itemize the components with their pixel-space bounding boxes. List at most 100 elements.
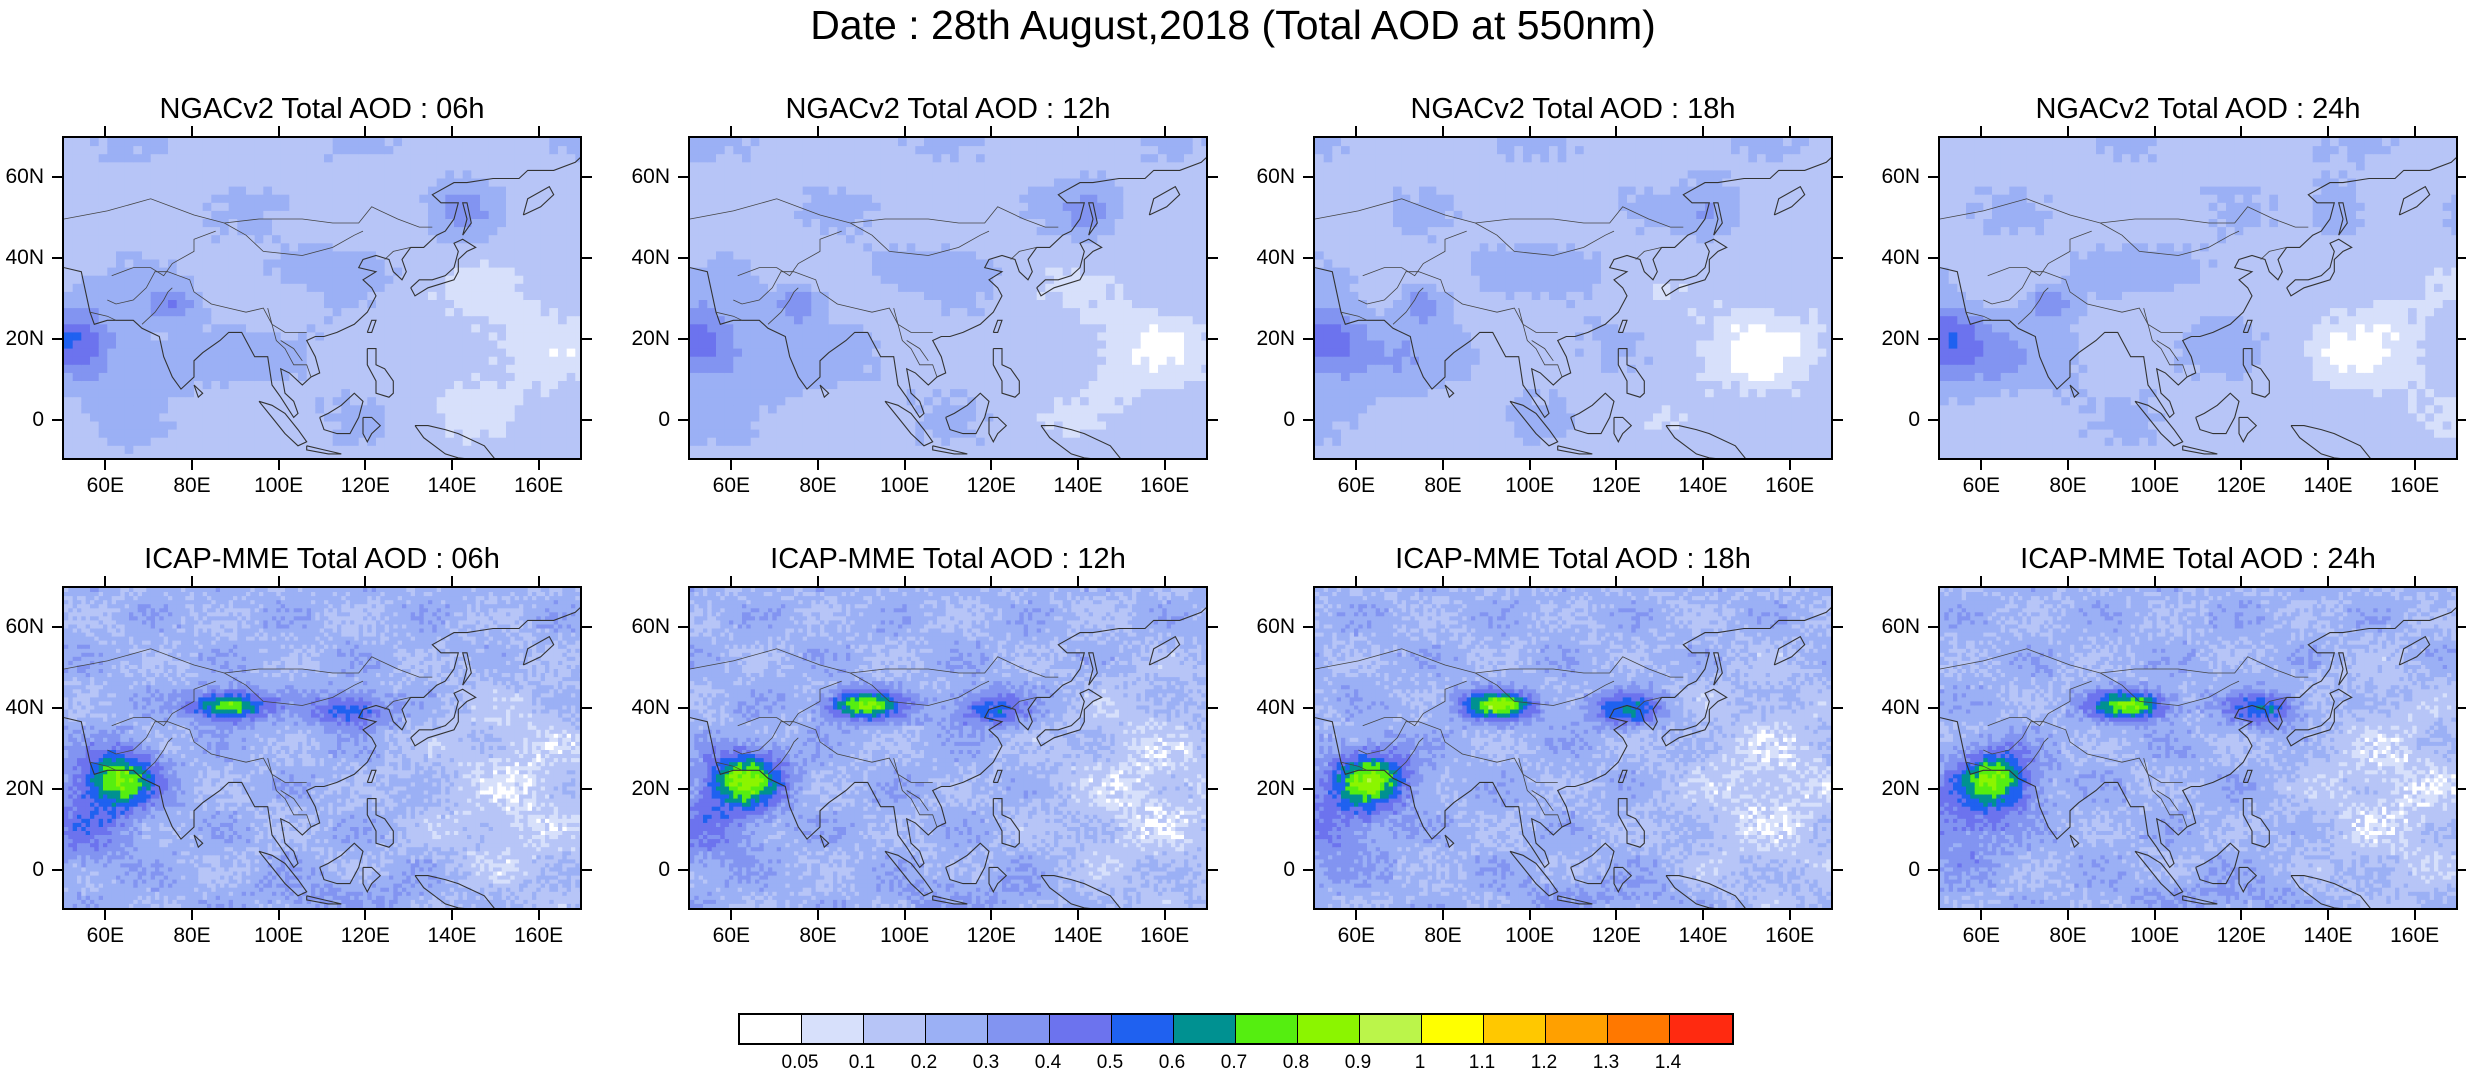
x-tick-label: 60E [1321, 474, 1391, 498]
panel-title: ICAP-MME Total AOD : 24h [1918, 542, 2466, 576]
x-tick-label: 100E [1495, 474, 1565, 498]
x-tick-mark [278, 460, 280, 470]
x-tick-mark [364, 460, 366, 470]
y-tick-label: 0 [1235, 408, 1295, 432]
y-tick-mark [1928, 176, 1938, 178]
figure-title: Date : 28th August,2018 (Total AOD at 55… [0, 2, 2466, 48]
x-tick-label: 100E [870, 924, 940, 948]
y-tick-mark [582, 176, 592, 178]
x-tick-mark [1355, 460, 1357, 470]
x-tick-mark [191, 910, 193, 920]
x-tick-mark [2240, 576, 2242, 586]
x-tick-label: 80E [783, 474, 853, 498]
y-tick-mark [678, 869, 688, 871]
colorbar-cell [740, 1015, 802, 1043]
y-tick-mark [1833, 707, 1843, 709]
x-tick-mark [2414, 910, 2416, 920]
x-tick-label: 160E [1130, 474, 1200, 498]
y-tick-mark [1208, 869, 1218, 871]
x-tick-mark [1615, 460, 1617, 470]
x-tick-mark [2154, 460, 2156, 470]
y-tick-label: 20N [0, 777, 44, 801]
x-tick-mark [1442, 126, 1444, 136]
x-tick-mark [451, 576, 453, 586]
x-tick-mark [1164, 910, 1166, 920]
x-tick-mark [1702, 126, 1704, 136]
x-tick-label: 80E [157, 924, 227, 948]
x-tick-mark [1442, 460, 1444, 470]
x-tick-label: 140E [1668, 474, 1738, 498]
x-tick-label: 160E [2380, 474, 2450, 498]
x-tick-mark [817, 576, 819, 586]
x-tick-label: 100E [2120, 474, 2190, 498]
x-tick-mark [364, 126, 366, 136]
y-tick-mark [1303, 869, 1313, 871]
x-tick-mark [1789, 126, 1791, 136]
y-tick-label: 40N [610, 696, 670, 720]
colorbar-cell [1360, 1015, 1422, 1043]
x-tick-mark [1529, 576, 1531, 586]
x-tick-mark [1077, 126, 1079, 136]
y-tick-mark [1833, 788, 1843, 790]
colorbar-cell [864, 1015, 926, 1043]
x-tick-mark [817, 126, 819, 136]
x-tick-label: 100E [244, 924, 314, 948]
y-tick-label: 40N [1860, 696, 1920, 720]
y-tick-label: 0 [0, 858, 44, 882]
y-tick-label: 20N [1860, 777, 1920, 801]
y-tick-label: 40N [1235, 246, 1295, 270]
x-tick-mark [990, 460, 992, 470]
y-tick-mark [1928, 419, 1938, 421]
y-tick-mark [52, 626, 62, 628]
x-tick-mark [1529, 910, 1531, 920]
x-tick-mark [1615, 576, 1617, 586]
aod-field [690, 138, 1208, 460]
y-tick-label: 20N [0, 327, 44, 351]
colorbar-cell [802, 1015, 864, 1043]
y-tick-mark [1833, 626, 1843, 628]
y-tick-label: 60N [0, 165, 44, 189]
aod-field [64, 588, 582, 910]
colorbar [738, 1013, 1734, 1045]
x-tick-mark [2327, 910, 2329, 920]
y-tick-mark [2458, 419, 2466, 421]
aod-field [1940, 138, 2458, 460]
x-tick-mark [1615, 910, 1617, 920]
aod-field [64, 138, 582, 460]
y-tick-mark [1303, 338, 1313, 340]
x-tick-mark [2240, 126, 2242, 136]
x-tick-mark [1442, 576, 1444, 586]
aod-grid-cells [690, 138, 1208, 460]
x-tick-mark [2067, 460, 2069, 470]
x-tick-mark [2067, 126, 2069, 136]
x-tick-mark [817, 910, 819, 920]
y-tick-mark [678, 626, 688, 628]
x-tick-mark [2327, 126, 2329, 136]
x-tick-mark [1789, 460, 1791, 470]
map-frame [62, 586, 582, 910]
y-tick-mark [1303, 788, 1313, 790]
x-tick-mark [2154, 910, 2156, 920]
x-tick-label: 160E [2380, 924, 2450, 948]
y-tick-mark [582, 707, 592, 709]
x-tick-label: 60E [1321, 924, 1391, 948]
y-tick-mark [1833, 338, 1843, 340]
x-tick-label: 60E [1946, 474, 2016, 498]
colorbar-cell [1546, 1015, 1608, 1043]
panel-title: ICAP-MME Total AOD : 18h [1293, 542, 1853, 576]
y-tick-label: 40N [0, 246, 44, 270]
x-tick-label: 60E [70, 924, 140, 948]
x-tick-label: 120E [330, 474, 400, 498]
y-tick-mark [52, 419, 62, 421]
y-tick-mark [678, 176, 688, 178]
x-tick-label: 60E [696, 924, 766, 948]
colorbar-cell [1236, 1015, 1298, 1043]
x-tick-mark [904, 576, 906, 586]
x-tick-mark [904, 910, 906, 920]
map-frame [1313, 586, 1833, 910]
x-tick-label: 120E [956, 924, 1026, 948]
x-tick-mark [104, 460, 106, 470]
y-tick-mark [1208, 788, 1218, 790]
map-frame [688, 136, 1208, 460]
panel-title: NGACv2 Total AOD : 18h [1293, 92, 1853, 126]
